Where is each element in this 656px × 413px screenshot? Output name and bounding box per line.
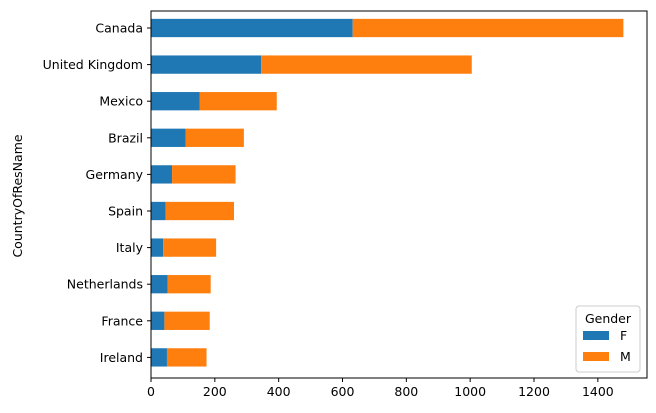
bar-canada-m — [352, 18, 624, 38]
bar-germany-f — [151, 165, 173, 184]
y-tick-label-italy: Italy — [116, 240, 144, 255]
bar-spain-f — [151, 201, 166, 221]
y-tick-label-germany: Germany — [86, 167, 144, 182]
legend-swatch-f — [583, 331, 609, 340]
y-tick-label-ireland: Ireland — [100, 350, 143, 365]
y-ticks: Canada United Kingdom Mexico Brazil Germany S… — [43, 21, 151, 365]
legend-label-f: F — [620, 328, 627, 343]
bar-canada-f — [151, 18, 353, 38]
legend-swatch-m — [583, 352, 609, 361]
y-tick-label-spain: Spain — [108, 204, 143, 219]
bar-france-m — [164, 311, 210, 330]
bar-germany-m — [172, 165, 236, 184]
x-ticks: 0 200 400 600 800 1000 1200 1400 — [147, 378, 614, 399]
x-tick-label-800: 800 — [394, 384, 418, 399]
y-tick-label-brazil: Brazil — [108, 130, 143, 145]
legend-label-m: M — [620, 349, 631, 364]
plot-frame — [150, 10, 648, 379]
bar-united-kingdom-m — [261, 55, 472, 74]
x-tick-label-1400: 1400 — [582, 384, 614, 399]
x-tick-label-200: 200 — [203, 384, 227, 399]
bar-ireland-m — [166, 348, 207, 367]
y-axis-title: CountryOfResName — [10, 134, 25, 257]
bar-netherlands-f — [151, 275, 168, 294]
x-tick-label-1000: 1000 — [454, 384, 486, 399]
bar-united-kingdom-f — [151, 55, 262, 74]
y-tick-label-mexico: Mexico — [99, 94, 143, 109]
bar-netherlands-m — [167, 275, 211, 294]
bar-italy-f — [151, 238, 164, 257]
bar-mexico-f — [151, 92, 200, 111]
y-tick-label-france: France — [101, 313, 143, 328]
legend-title: Gender — [585, 311, 632, 326]
y-tick-label-united-kingdom: United Kingdom — [43, 57, 143, 72]
bar-mexico-m — [199, 92, 277, 111]
y-tick-label-netherlands: Netherlands — [67, 277, 143, 292]
bar-brazil-f — [151, 128, 186, 147]
bar-italy-m — [163, 238, 217, 257]
x-tick-label-0: 0 — [147, 384, 155, 399]
x-tick-label-600: 600 — [331, 384, 355, 399]
bar-ireland-f — [151, 348, 167, 367]
x-tick-label-1200: 1200 — [518, 384, 550, 399]
x-tick-label-400: 400 — [267, 384, 291, 399]
legend: Gender F M — [575, 305, 641, 373]
y-tick-label-canada: Canada — [95, 21, 143, 36]
bar-spain-m — [165, 201, 234, 221]
bar-france-f — [151, 311, 165, 330]
bar-brazil-m — [185, 128, 244, 147]
bars — [151, 18, 624, 367]
